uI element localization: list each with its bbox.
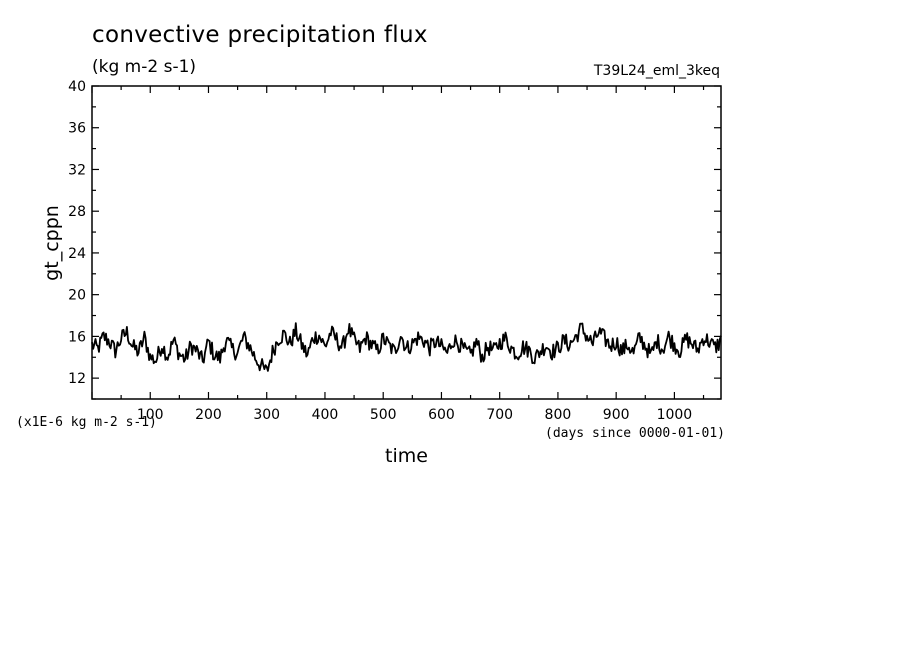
x-tick-label: 500	[370, 407, 397, 423]
chart-units: (kg m-2 s-1)	[92, 57, 197, 77]
x-tick-label: 900	[603, 407, 630, 423]
x-tick-label: 400	[312, 407, 339, 423]
y-tick-label: 12	[68, 371, 86, 387]
y-tick-label: 20	[68, 288, 86, 304]
y-tick-label: 16	[68, 329, 86, 345]
run-label: T39L24_eml_3keq	[593, 63, 720, 79]
x-tick-label: 300	[253, 407, 280, 423]
x-tick-label: 800	[545, 407, 572, 423]
plot-frame	[91, 85, 722, 400]
x-units-note: (days since 0000-01-01)	[545, 426, 726, 441]
x-tick-label: 1000	[657, 407, 693, 423]
x-tick-label: 700	[486, 407, 513, 423]
x-tick-label: 200	[195, 407, 222, 423]
y-tick-label: 36	[68, 121, 86, 137]
y-tick-label: 40	[68, 79, 86, 95]
y-tick-label: 32	[68, 162, 86, 178]
x-tick-label: 100	[137, 407, 164, 423]
x-tick-label: 600	[428, 407, 455, 423]
y-tick-label: 24	[68, 246, 86, 262]
y-tick-label: 28	[68, 204, 86, 220]
chart-title: convective precipitation flux	[92, 22, 428, 48]
y-scale-note: (x1E-6 kg m-2 s-1)	[16, 415, 157, 430]
x-axis-label: time	[385, 445, 428, 467]
series-line	[91, 322, 722, 372]
